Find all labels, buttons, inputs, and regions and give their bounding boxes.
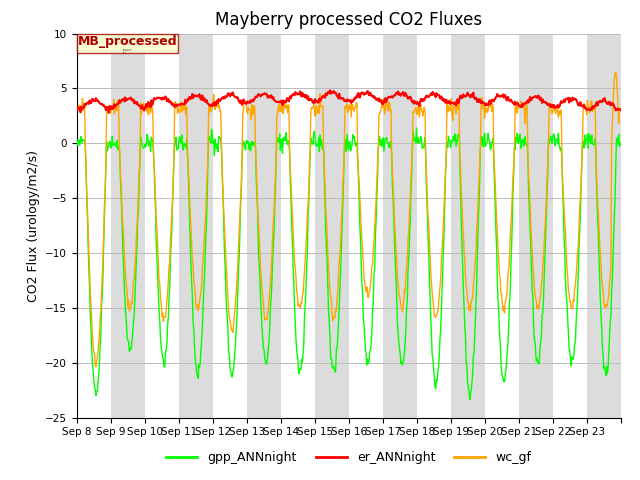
gpp_ANNnight (405, 256, 413, 262)
Line: er_ANNnight: er_ANNnight (77, 90, 621, 113)
gpp_ANNnight (413, 125, 420, 131)
er_ANNnight (437, 95, 445, 100)
wc_gf (406, 212, 413, 218)
er_ANNnight (105, 110, 113, 116)
er_ANNnight (138, 106, 145, 112)
Title: Mayberry processed CO2 Fluxes: Mayberry processed CO2 Fluxes (215, 11, 483, 29)
Line: wc_gf: wc_gf (77, 73, 621, 367)
wc_gf (436, 285, 444, 290)
Bar (179, 34, 212, 418)
wc_gf (612, 70, 620, 76)
er_ANNnight (264, 94, 272, 99)
er_ANNnight (73, 107, 81, 112)
er_ANNnight (237, 100, 245, 106)
Line: gpp_ANNnight: gpp_ANNnight (77, 128, 621, 400)
er_ANNnight (617, 107, 625, 113)
gpp_ANNnight (264, 355, 271, 360)
wc_gf (138, 111, 145, 117)
gpp_ANNnight (466, 397, 474, 403)
wc_gf (617, 107, 625, 112)
Bar (111, 34, 145, 418)
er_ANNnight (285, 98, 292, 104)
gpp_ANNnight (284, 138, 292, 144)
gpp_ANNnight (137, 132, 145, 138)
Legend: gpp_ANNnight, er_ANNnight, wc_gf: gpp_ANNnight, er_ANNnight, wc_gf (161, 446, 536, 469)
gpp_ANNnight (237, 202, 244, 207)
Bar (451, 34, 485, 418)
wc_gf (73, 105, 81, 110)
Bar (519, 34, 553, 418)
gpp_ANNnight (617, 140, 625, 146)
er_ANNnight (406, 94, 414, 99)
gpp_ANNnight (436, 337, 444, 343)
wc_gf (237, 180, 245, 185)
Bar (587, 34, 621, 418)
wc_gf (264, 304, 272, 310)
Bar (383, 34, 417, 418)
gpp_ANNnight (73, 137, 81, 143)
wc_gf (92, 364, 100, 370)
Bar (315, 34, 349, 418)
wc_gf (285, 102, 292, 108)
Y-axis label: CO2 Flux (urology/m2/s): CO2 Flux (urology/m2/s) (26, 150, 40, 301)
Bar (247, 34, 281, 418)
er_ANNnight (326, 87, 334, 93)
